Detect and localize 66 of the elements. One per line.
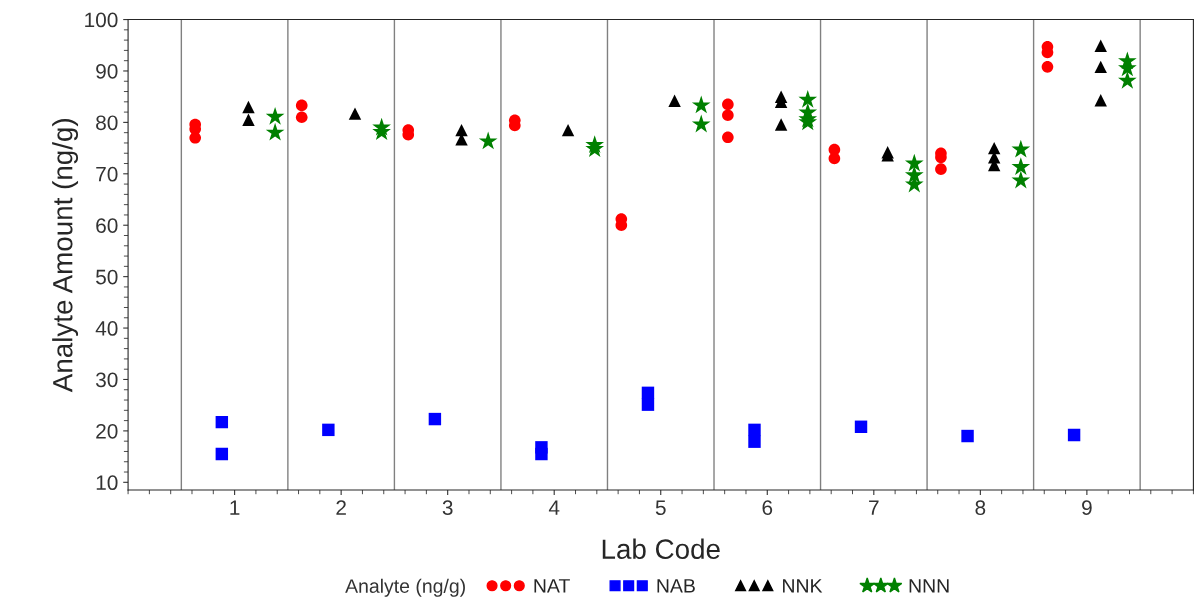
y-tick-label: 50 [96,269,118,285]
point [265,106,285,125]
point [295,111,308,124]
point [561,123,575,137]
point [935,163,947,175]
point [1011,170,1031,189]
y-tick-label: 60 [96,218,118,233]
x-tick-label: 5 [655,500,666,516]
legend-label: NNN [909,579,949,593]
point [1094,39,1107,52]
point [295,99,308,112]
x-tick-label: 9 [1082,500,1092,516]
y-axis-title: Analyte Amount (ng/g) [52,119,79,393]
point [691,114,711,133]
point [1118,70,1137,89]
point [641,398,655,411]
point [854,420,868,433]
point [722,131,734,144]
point [189,132,201,144]
x-tick-label: 2 [336,500,346,515]
y-tick-label: 30 [95,372,118,388]
point [478,131,498,150]
point [322,423,335,437]
point [265,122,285,141]
point [428,412,442,426]
point [1094,60,1107,74]
legend-label: NNK [783,579,823,593]
point [1011,139,1031,158]
point [242,113,255,127]
point [748,423,761,437]
point [961,429,974,443]
x-tick-label: 3 [442,500,453,516]
point [722,98,734,111]
point [668,94,681,107]
point [748,435,761,448]
x-tick-label: 4 [548,500,560,515]
y-tick-label: 70 [96,166,118,182]
point [904,165,924,184]
y-tick-label: 10 [96,475,118,491]
x-tick-label: 6 [762,500,773,516]
legend-title: Analyte (ng/g) [345,578,465,597]
point [1094,94,1107,107]
point [774,118,788,131]
point [722,109,734,121]
y-tick-label: 100 [85,12,118,28]
point [535,447,548,461]
x-axis-title: Lab Code [602,538,720,560]
point [1067,428,1081,442]
y-tick-label: 80 [96,115,118,131]
point [1041,61,1054,73]
point [242,100,255,114]
x-tick-label: 8 [975,500,986,516]
x-tick-label: 7 [869,500,879,515]
point [1011,157,1031,176]
y-tick-label: 20 [96,423,118,439]
legend-label: NAB [657,579,695,593]
point [348,107,362,120]
point [904,153,924,172]
x-tick-label: 1 [230,500,240,515]
point [215,447,229,461]
point [215,415,229,429]
y-tick-label: 40 [95,321,118,336]
y-tick-label: 90 [96,63,118,79]
legend-label: NAT [534,579,570,593]
point [691,95,711,114]
point [798,89,818,108]
